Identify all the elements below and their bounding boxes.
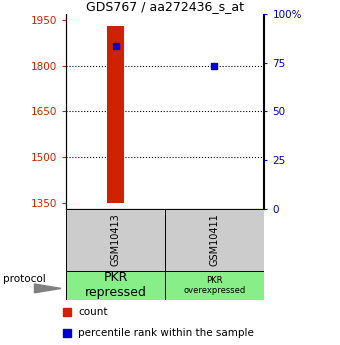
Text: percentile rank within the sample: percentile rank within the sample [78, 328, 254, 338]
Text: PKR
overexpressed: PKR overexpressed [183, 276, 245, 295]
Polygon shape [34, 284, 61, 293]
Bar [165, 209, 264, 271]
Title: GDS767 / aa272436_s_at: GDS767 / aa272436_s_at [86, 0, 244, 13]
Bar [66, 209, 165, 271]
Bar [66, 271, 165, 300]
Bar [165, 271, 264, 300]
Text: GSM10411: GSM10411 [209, 214, 219, 266]
Text: GSM10413: GSM10413 [110, 214, 121, 266]
Text: PKR
repressed: PKR repressed [85, 272, 147, 299]
Bar [107, 26, 124, 203]
Text: count: count [78, 307, 108, 317]
Text: protocol: protocol [3, 274, 46, 284]
